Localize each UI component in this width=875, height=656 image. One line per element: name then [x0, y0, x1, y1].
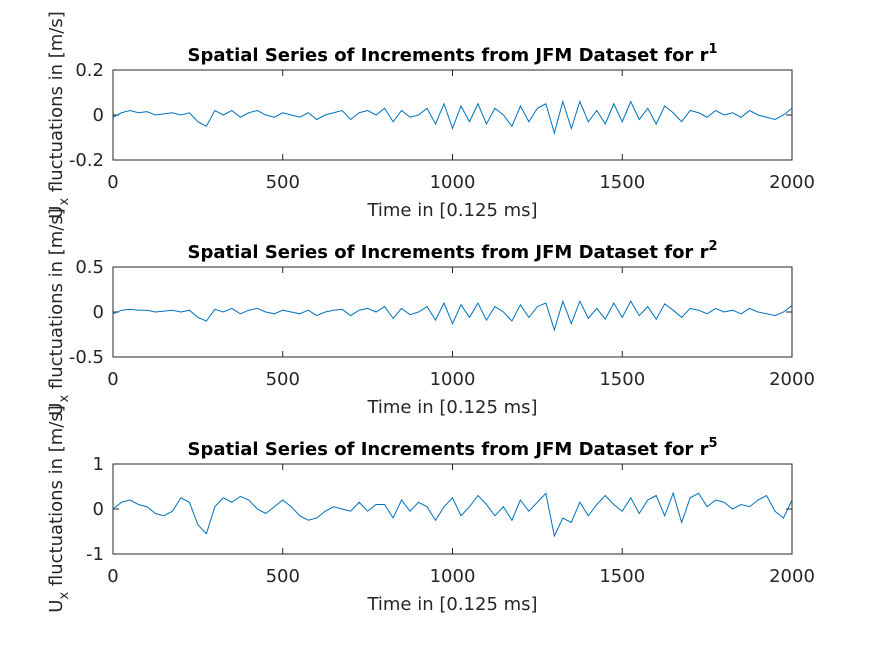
axes-box: [112, 463, 793, 555]
data-line: [112, 99, 793, 135]
y-label-base: U: [46, 403, 67, 416]
x-tick-label: 1500: [599, 566, 645, 587]
subplot: Spatial Series of Increments from JFM Da…: [46, 405, 815, 615]
x-tick-label: 1500: [599, 369, 645, 390]
y-tick-label: 0: [93, 105, 104, 126]
y-axis-label: Ux fluctuations in [m/s]: [46, 11, 72, 218]
y-tick-label: 0.2: [75, 60, 104, 81]
x-axis-label: Time in [0.125 ms]: [366, 397, 537, 418]
title-text: Spatial Series of Increments from JFM Da…: [187, 45, 708, 66]
y-tick-label: 0: [93, 302, 104, 323]
title-superscript: 2: [708, 239, 717, 254]
x-tick-label: 1500: [599, 172, 645, 193]
x-tick-label: 0: [107, 566, 118, 587]
x-tick-label: 500: [266, 172, 300, 193]
x-tick-label: 0: [107, 172, 118, 193]
y-label-base: U: [46, 600, 67, 613]
y-label-rest: fluctuations in [m/s]: [46, 208, 67, 395]
axes-box: [112, 69, 793, 161]
y-tick-label: 0: [93, 499, 104, 520]
x-tick-label: 2000: [769, 566, 815, 587]
subplot: Spatial Series of Increments from JFM Da…: [46, 208, 815, 418]
y-label-subscript: x: [57, 592, 72, 600]
title-text: Spatial Series of Increments from JFM Da…: [187, 439, 708, 460]
chart-title: Spatial Series of Increments from JFM Da…: [187, 239, 717, 263]
data-line: [112, 491, 793, 538]
x-tick-label: 500: [266, 566, 300, 587]
y-label-base: U: [46, 206, 67, 219]
y-tick-label: 0.5: [75, 257, 104, 278]
y-tick-label: -1: [86, 544, 104, 565]
subplot: Spatial Series of Increments from JFM Da…: [46, 11, 815, 221]
title-superscript: 1: [708, 42, 717, 57]
y-axis-label: Ux fluctuations in [m/s]: [46, 405, 72, 612]
y-label-rest: fluctuations in [m/s]: [46, 405, 67, 592]
chart-title: Spatial Series of Increments from JFM Da…: [187, 42, 717, 66]
x-tick-label: 500: [266, 369, 300, 390]
y-label-subscript: x: [57, 395, 72, 403]
title-superscript: 5: [708, 436, 717, 451]
data-line: [112, 299, 793, 332]
x-tick-label: 2000: [769, 369, 815, 390]
y-axis-label: Ux fluctuations in [m/s]: [46, 208, 72, 415]
y-tick-label: -0.5: [69, 347, 104, 368]
x-axis-label: Time in [0.125 ms]: [366, 594, 537, 615]
axes-box: [112, 266, 793, 358]
y-tick-label: 1: [93, 454, 104, 475]
x-tick-label: 1000: [430, 369, 476, 390]
y-tick-label: -0.2: [69, 150, 104, 171]
x-tick-label: 2000: [769, 172, 815, 193]
x-axis-label: Time in [0.125 ms]: [366, 200, 537, 221]
y-label-rest: fluctuations in [m/s]: [46, 11, 67, 198]
x-tick-label: 1000: [430, 172, 476, 193]
title-text: Spatial Series of Increments from JFM Da…: [187, 242, 708, 263]
y-label-subscript: x: [57, 198, 72, 206]
x-tick-label: 0: [107, 369, 118, 390]
chart-title: Spatial Series of Increments from JFM Da…: [187, 436, 717, 460]
x-tick-label: 1000: [430, 566, 476, 587]
